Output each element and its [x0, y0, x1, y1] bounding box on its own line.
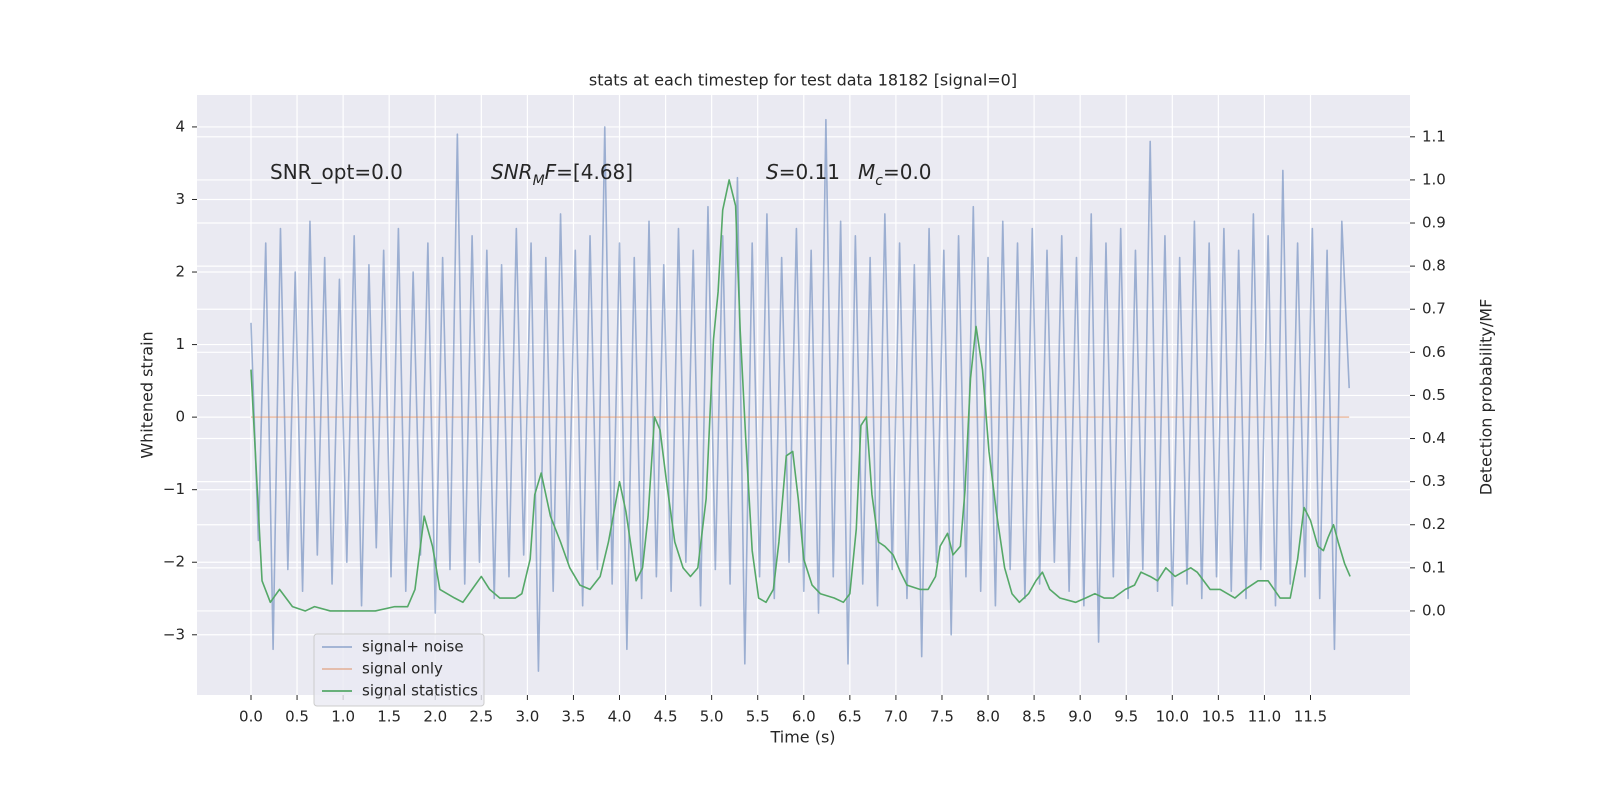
- legend-label: signal statistics: [362, 682, 478, 700]
- x-axis-label: Time (s): [769, 728, 835, 747]
- annotation: Mc=0.0: [858, 160, 932, 190]
- x-tick-label: 1.5: [377, 708, 401, 726]
- legend-label: signal only: [362, 660, 443, 678]
- annotation-part: =[4.68]: [556, 160, 633, 184]
- x-tick-label: 2.0: [423, 708, 447, 726]
- y2-tick-label: 0.8: [1422, 257, 1446, 275]
- annotation-part: SNR_opt=0.0: [270, 160, 403, 184]
- x-tick-label: 5.0: [700, 708, 724, 726]
- legend-box: [313, 633, 485, 707]
- x-tick-label: 9.5: [1114, 708, 1138, 726]
- x-tick-label: 3.0: [515, 708, 539, 726]
- x-tick-label: 10.5: [1202, 708, 1235, 726]
- y-tick-label: 3: [175, 190, 185, 208]
- legend-label: signal+ noise: [362, 638, 464, 656]
- x-tick-label: 5.5: [746, 708, 770, 726]
- x-tick-label: 7.0: [884, 708, 908, 726]
- y2-tick-label: 0.3: [1422, 472, 1446, 490]
- x-tick-label: 8.0: [976, 708, 1000, 726]
- y2-tick-label: 0.2: [1422, 515, 1446, 533]
- y2-axis-label: Detection probability/MF: [1477, 299, 1496, 496]
- x-tick-label: 6.0: [792, 708, 816, 726]
- y-tick-label: 4: [175, 117, 185, 135]
- y-tick-label: 0: [175, 408, 185, 426]
- y2-tick-label: 0.4: [1422, 429, 1446, 447]
- chart-title: stats at each timestep for test data 181…: [589, 71, 1017, 90]
- x-tick-label: 9.0: [1068, 708, 1092, 726]
- y2-tick-label: 1.0: [1422, 170, 1446, 188]
- x-tick-label: 0.0: [239, 708, 263, 726]
- y-axis-label: Whitened strain: [138, 331, 157, 458]
- y2-tick-label: 0.7: [1422, 300, 1446, 318]
- y2-tick-label: 0.1: [1422, 558, 1446, 576]
- y2-tick-label: 0.9: [1422, 214, 1446, 232]
- y2-tick-label: 0.6: [1422, 343, 1446, 361]
- y-tick-label: −2: [163, 553, 185, 571]
- annotation-part: SNR: [491, 160, 533, 184]
- legend: signal+ noise signal only signal statistic…: [313, 633, 485, 707]
- annotation-part: F: [545, 160, 557, 184]
- annotation-part: =0.11: [779, 160, 840, 184]
- x-tick-label: 11.5: [1294, 708, 1327, 726]
- x-tick-label: 6.5: [838, 708, 862, 726]
- series-line: [250, 179, 1351, 612]
- x-tick-label: 4.0: [608, 708, 632, 726]
- y-tick-label: −3: [163, 625, 185, 643]
- annotation-part: =0.0: [883, 160, 932, 184]
- x-tick-label: 7.5: [930, 708, 954, 726]
- annotation: S=0.11: [766, 160, 840, 184]
- x-tick-label: 11.0: [1248, 708, 1281, 726]
- y2-tick-label: 0.5: [1422, 386, 1446, 404]
- annotation-part: S: [766, 160, 779, 184]
- x-tick-label: 10.0: [1156, 708, 1189, 726]
- annotation: SNRMF=[4.68]: [491, 160, 633, 190]
- y2-tick-label: 1.1: [1422, 127, 1446, 145]
- y-tick-label: 2: [175, 263, 185, 281]
- x-tick-label: 0.5: [285, 708, 309, 726]
- x-tick-label: 3.5: [562, 708, 586, 726]
- x-tick-label: 1.0: [331, 708, 355, 726]
- x-tick-label: 4.5: [654, 708, 678, 726]
- y2-tick-label: 0.0: [1422, 601, 1446, 619]
- annotation-part: c: [875, 173, 883, 189]
- annotation-part: M: [533, 173, 545, 189]
- y-tick-label: −1: [163, 480, 185, 498]
- x-tick-label: 8.5: [1022, 708, 1046, 726]
- annotation-part: M: [858, 160, 875, 184]
- x-tick-label: 2.5: [469, 708, 493, 726]
- annotation: SNR_opt=0.0: [270, 160, 403, 184]
- y-tick-label: 1: [175, 335, 185, 353]
